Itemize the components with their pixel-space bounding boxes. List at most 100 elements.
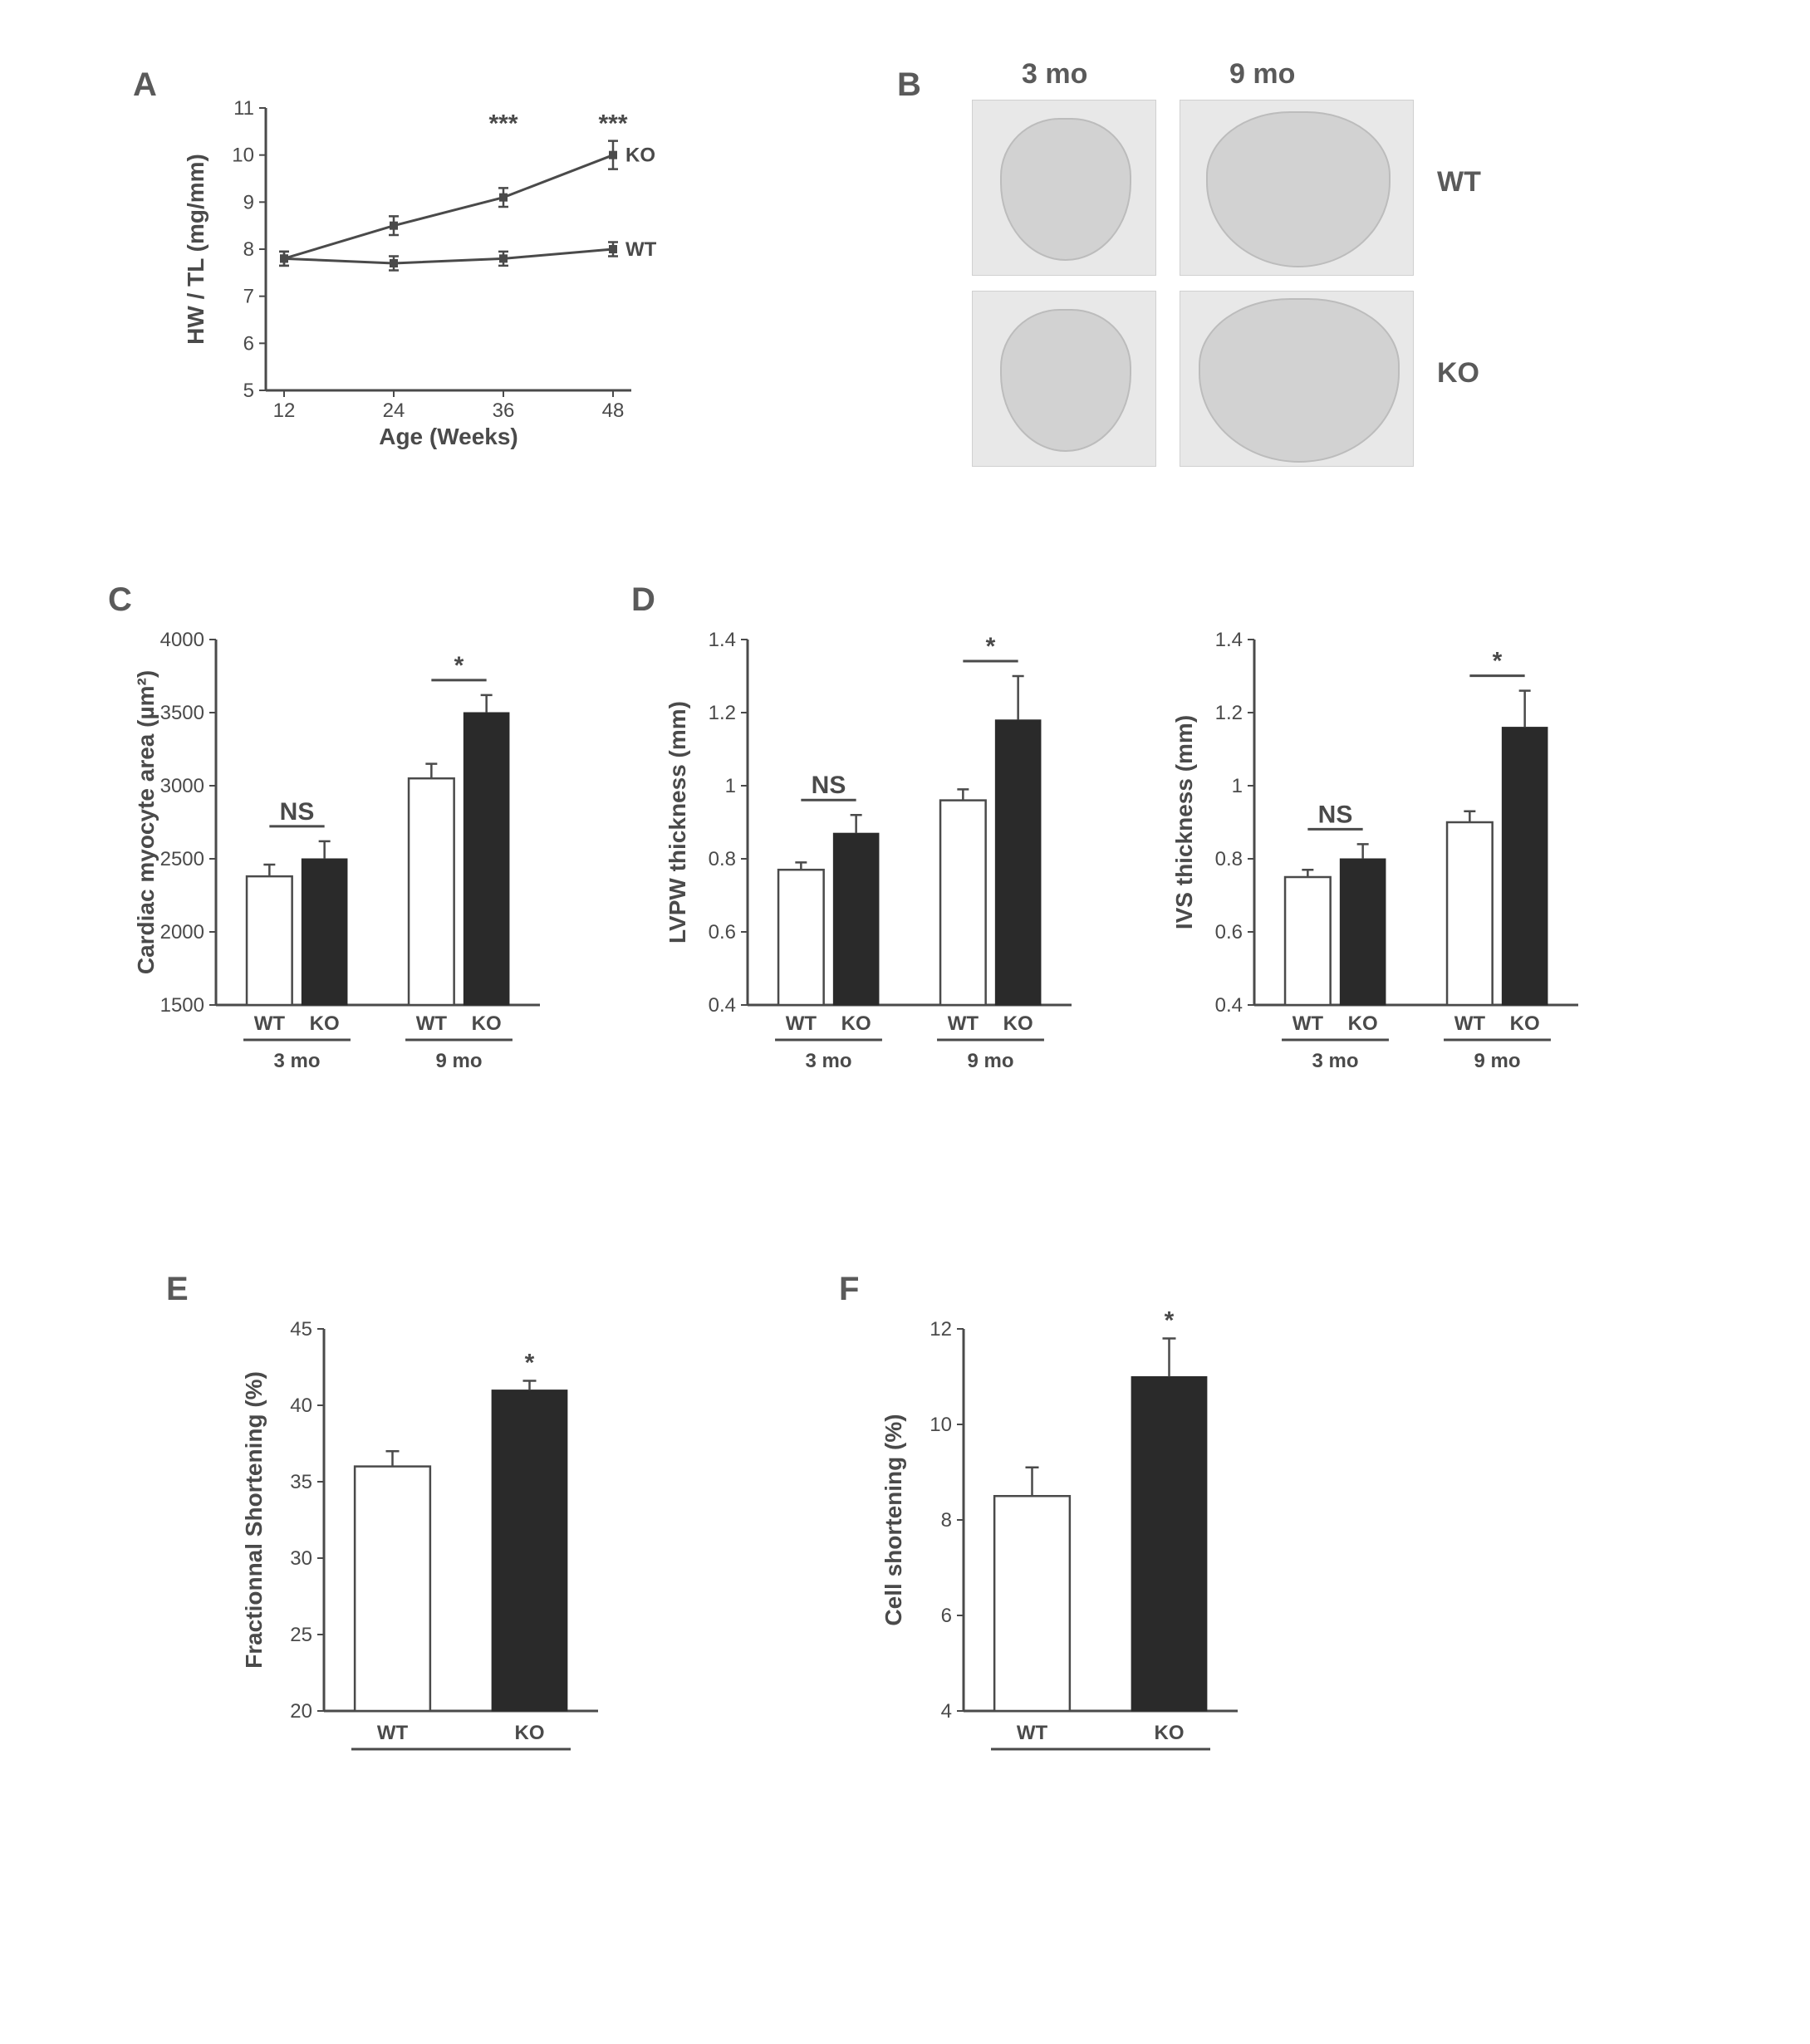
- svg-text:WT: WT: [1017, 1722, 1048, 1744]
- svg-text:4000: 4000: [160, 629, 204, 651]
- svg-text:NS: NS: [280, 798, 315, 826]
- svg-text:WT: WT: [948, 1012, 979, 1035]
- panel-f-label: F: [839, 1271, 859, 1308]
- svg-text:9 mo: 9 mo: [967, 1050, 1013, 1072]
- panel-c-label: C: [108, 581, 132, 619]
- panel-e-label: E: [166, 1271, 189, 1308]
- svg-text:3 mo: 3 mo: [1312, 1050, 1358, 1072]
- svg-text:35: 35: [290, 1471, 312, 1493]
- svg-text:1.4: 1.4: [709, 629, 736, 651]
- svg-text:3 mo: 3 mo: [805, 1050, 851, 1072]
- svg-text:KO: KO: [841, 1012, 871, 1035]
- panel-f-chart: 4 6 8 10 12 Cell shortening (%) WT KO *: [864, 1296, 1254, 1777]
- svg-text:KO: KO: [1003, 1012, 1033, 1035]
- svg-text:1.2: 1.2: [1215, 702, 1243, 724]
- svg-text:30: 30: [290, 1547, 312, 1570]
- svg-text:1: 1: [1232, 775, 1243, 797]
- svg-text:KO: KO: [625, 145, 655, 167]
- svg-text:2000: 2000: [160, 921, 204, 944]
- svg-text:3500: 3500: [160, 702, 204, 724]
- svg-text:Cell shortening (%): Cell shortening (%): [880, 1414, 906, 1625]
- svg-text:*: *: [1165, 1307, 1175, 1335]
- svg-text:IVS thickness (mm): IVS thickness (mm): [1171, 715, 1197, 929]
- panel-c-chart: 1500 2000 2500 3000 3500 4000Cardiac myocyte …: [116, 615, 557, 1113]
- svg-text:NS: NS: [1318, 801, 1353, 828]
- svg-text:12: 12: [273, 399, 296, 422]
- svg-text:0.4: 0.4: [709, 994, 736, 1017]
- svg-text:Cardiac myocyte area (µm²): Cardiac myocyte area (µm²): [133, 670, 159, 974]
- panel-b-col-0: 3 mo: [1022, 58, 1087, 91]
- svg-text:1: 1: [725, 775, 736, 797]
- panel-b-img-wt-9mo: [1180, 100, 1414, 276]
- svg-text:WT: WT: [1454, 1012, 1486, 1035]
- panel-b-img-wt-3mo: [972, 100, 1156, 276]
- svg-text:*: *: [1493, 648, 1503, 675]
- svg-text:3000: 3000: [160, 775, 204, 797]
- panel-b-img-ko-3mo: [972, 291, 1156, 467]
- svg-text:5: 5: [243, 380, 254, 402]
- svg-text:7: 7: [243, 286, 254, 308]
- svg-text:KO: KO: [1348, 1012, 1378, 1035]
- panel-b-label: B: [897, 66, 921, 104]
- svg-text:48: 48: [602, 399, 625, 422]
- svg-text:WT: WT: [625, 238, 657, 261]
- panel-d-label: D: [631, 581, 655, 619]
- svg-text:0.8: 0.8: [709, 848, 736, 870]
- svg-text:2500: 2500: [160, 848, 204, 870]
- svg-text:25: 25: [290, 1624, 312, 1646]
- svg-text:***: ***: [488, 110, 517, 137]
- svg-text:9 mo: 9 mo: [435, 1050, 482, 1072]
- svg-text:8: 8: [243, 238, 254, 261]
- svg-text:Age (Weeks): Age (Weeks): [379, 424, 518, 449]
- svg-text:1.4: 1.4: [1215, 629, 1243, 651]
- panel-b-img-ko-9mo: [1180, 291, 1414, 467]
- svg-text:6: 6: [941, 1605, 952, 1627]
- panel-d2-chart: 0.4 0.6 0.8 1 1.2 1.4 IVS thickness (mm) WT KO 3 …: [1155, 615, 1595, 1113]
- svg-text:24: 24: [383, 399, 405, 422]
- svg-text:3 mo: 3 mo: [273, 1050, 320, 1072]
- svg-text:20: 20: [290, 1700, 312, 1723]
- svg-text:1.2: 1.2: [709, 702, 736, 724]
- svg-text:0.6: 0.6: [1215, 921, 1243, 944]
- svg-text:KO: KO: [515, 1722, 545, 1744]
- svg-text:10: 10: [930, 1414, 952, 1436]
- svg-text:4: 4: [941, 1700, 952, 1723]
- svg-text:11: 11: [233, 97, 254, 120]
- svg-text:0.4: 0.4: [1215, 994, 1243, 1017]
- svg-text:6: 6: [243, 332, 254, 355]
- panel-a-chart: 567891011HW / TL (mg/mm)12243648Age (Wee…: [174, 91, 689, 457]
- panel-b-row-0: WT: [1437, 166, 1481, 199]
- svg-text:KO: KO: [472, 1012, 502, 1035]
- svg-text:WT: WT: [1293, 1012, 1324, 1035]
- svg-text:KO: KO: [1155, 1722, 1185, 1744]
- panel-b-row-1: KO: [1437, 357, 1479, 390]
- svg-text:0.6: 0.6: [709, 921, 736, 944]
- svg-text:8: 8: [941, 1509, 952, 1532]
- svg-text:45: 45: [290, 1318, 312, 1341]
- svg-text:WT: WT: [377, 1722, 409, 1744]
- svg-text:***: ***: [598, 110, 627, 137]
- svg-text:LVPW thickness (mm): LVPW thickness (mm): [665, 701, 690, 944]
- svg-text:36: 36: [493, 399, 515, 422]
- svg-text:9: 9: [243, 191, 254, 213]
- svg-text:*: *: [454, 652, 464, 679]
- panel-e-chart: 20 25 30 35 40 45 Fractionnal Shortening (%) WT…: [224, 1296, 615, 1777]
- svg-text:NS: NS: [812, 772, 846, 799]
- svg-text:Fractionnal Shortening (%): Fractionnal Shortening (%): [241, 1371, 267, 1669]
- svg-text:10: 10: [232, 145, 254, 167]
- svg-text:12: 12: [930, 1318, 952, 1341]
- panel-d1-chart: 0.4 0.6 0.8 1 1.2 1.4 LVPW thickness (mm) WT KO 3…: [648, 615, 1088, 1113]
- svg-text:KO: KO: [310, 1012, 340, 1035]
- svg-text:40: 40: [290, 1395, 312, 1417]
- svg-text:1500: 1500: [160, 994, 204, 1017]
- svg-text:WT: WT: [786, 1012, 817, 1035]
- svg-text:*: *: [525, 1350, 535, 1377]
- svg-text:WT: WT: [254, 1012, 286, 1035]
- svg-text:9 mo: 9 mo: [1474, 1050, 1520, 1072]
- svg-text:WT: WT: [416, 1012, 448, 1035]
- svg-text:0.8: 0.8: [1215, 848, 1243, 870]
- svg-text:*: *: [986, 633, 996, 660]
- figure: A 567891011HW / TL (mg/mm)12243648Age (W…: [33, 33, 1777, 2011]
- svg-text:KO: KO: [1510, 1012, 1540, 1035]
- panel-a-label: A: [133, 66, 157, 104]
